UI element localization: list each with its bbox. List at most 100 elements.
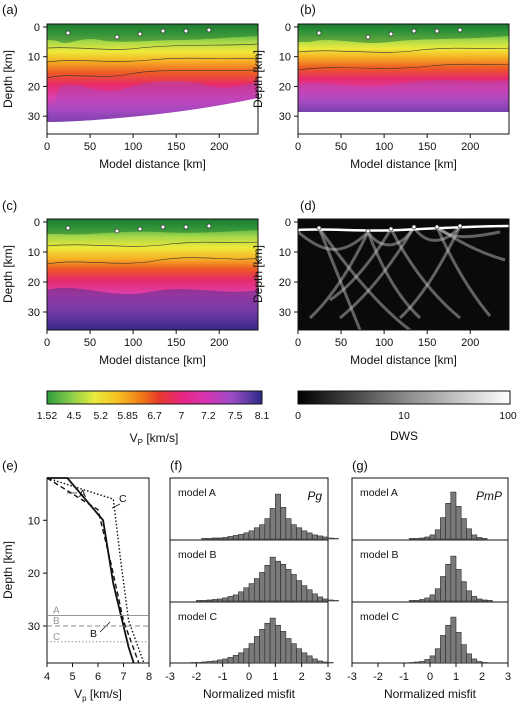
hist-bar-g-0-23: [471, 534, 478, 540]
vp-tick-8: 8.1: [255, 410, 270, 422]
hist-bar-f-1-8: [211, 599, 218, 602]
hist-bar-f-2-21: [280, 631, 287, 664]
frame-c: [46, 218, 259, 331]
hist-bar-f-0-19: [269, 508, 276, 540]
hist-bar-f-0-20: [275, 493, 281, 540]
profile-ylabel: Depth [km]: [1, 541, 15, 599]
phase-label-g: PmP: [476, 489, 502, 503]
ytick-label-a-0: 0: [34, 22, 40, 34]
dws-tick-100: 100: [499, 410, 517, 422]
hist-bar-f-1-26: [306, 589, 313, 602]
hist-bar-f-0-24: [296, 527, 302, 540]
hist-xtick-label-g-2: 2: [479, 671, 485, 683]
xlabel-a: Model distance [km]: [99, 157, 206, 171]
hist-bar-f-1-27: [311, 593, 318, 602]
hist-bar-g-1-17: [440, 576, 446, 602]
hist-bar-f-2-14: [243, 648, 250, 664]
hist-bar-f-1-14: [243, 587, 250, 602]
hist-bar-f-2-26: [306, 655, 313, 664]
xtick-label-d-100: 100: [375, 337, 393, 349]
panel-a: (a): [2, 2, 259, 135]
xtick-label-a-150: 150: [167, 141, 185, 153]
hist-bar-g-0-20: [455, 506, 462, 540]
hist-bar-g-0-17: [440, 517, 446, 540]
hist-bar-g-1-21: [460, 581, 467, 602]
hist-bar-g-2-13: [419, 661, 426, 664]
hist-bar-f-2-27: [311, 658, 318, 664]
ytick-label-b-20: 20: [279, 81, 291, 93]
stations-a: [65, 27, 212, 40]
panel-c: (c): [2, 198, 259, 331]
hist-bar-f-2-18: [264, 622, 271, 664]
hist-bar-g-1-14: [424, 597, 431, 602]
hist-bar-f-0-22: [285, 518, 292, 540]
row-label-f-1: model B: [178, 549, 217, 561]
hist-bar-f-2-10: [222, 658, 229, 664]
hist-bar-f-1-31: [332, 600, 339, 602]
xtick-label-d-150: 150: [418, 337, 436, 349]
hist-bar-g-2-25: [481, 662, 488, 664]
hist-bar-f-1-25: [301, 585, 308, 602]
hist-bar-g-2-20: [455, 632, 462, 664]
hist-bar-g-1-16: [434, 588, 441, 602]
hist-bar-f-1-7: [206, 599, 213, 602]
xtick-label-a-100: 100: [124, 141, 142, 153]
stations-b: [316, 27, 463, 40]
profile-ytick-label-10: 10: [28, 515, 40, 527]
xtick-label-c-200: 200: [210, 337, 228, 349]
hist-bar-f-0-30: [327, 537, 334, 540]
hist-bar-g-1-19: [450, 555, 457, 602]
hist-xtick-label-g--1: -1: [399, 671, 409, 683]
tomogram-a: [46, 24, 259, 122]
xtick-label-b-150: 150: [418, 141, 436, 153]
ytick-label-c-30: 30: [28, 307, 40, 319]
profile-xtick-label-4: 4: [44, 671, 50, 683]
curve-label-B: B: [90, 628, 97, 640]
vp-tick-3: 5.85: [117, 410, 138, 422]
vp-colorbar-scale: [46, 390, 263, 405]
frame-f: [169, 477, 329, 664]
curve-label-A: A: [79, 488, 86, 500]
hist-bar-f-1-9: [217, 598, 223, 602]
panel-label-c: (c): [2, 198, 17, 213]
frame-a: [46, 23, 259, 135]
ylabel-a: Depth [km]: [1, 50, 15, 108]
panel-label-f: (f): [170, 458, 182, 473]
ytick-label-d-10: 10: [279, 247, 291, 259]
vp-colorbar: 1.52 4.5 5.2 5.85 6.7 7 7.2 7.5 8.1 VP [km/s]: [37, 390, 270, 447]
vp-tick-4: 6.7: [147, 410, 162, 422]
hist-xtick-label-f-3: 3: [325, 671, 331, 683]
dws-tick-0: 0: [295, 410, 301, 422]
hist-xtick-label-f--1: -1: [218, 671, 228, 683]
vp-tick-6: 7.2: [201, 410, 216, 422]
hist-bar-f-1-24: [296, 580, 302, 602]
hist-bar-f-1-16: [253, 578, 260, 602]
hist-bar-g-2-15: [429, 655, 436, 664]
hist-bar-g-0-21: [460, 518, 467, 540]
hist-bar-f-0-26: [306, 532, 313, 540]
hist-f: model A model B model C Pg -3 -2 -1 0 1 2 3: [165, 477, 339, 683]
hist-bar-f-0-28: [317, 535, 324, 540]
vp-tick-2: 5.2: [93, 410, 108, 422]
ylabel-d: Depth [km]: [251, 245, 265, 303]
row-label-f-0: model A: [178, 487, 216, 499]
ytick-label-a-10: 10: [28, 52, 40, 64]
hist-bar-g-0-13: [419, 537, 426, 540]
profile-xtick-label-5: 5: [69, 671, 75, 683]
hist-bar-g-0-16: [434, 529, 441, 540]
stations-c: [65, 223, 212, 234]
hist-bar-f-2-11: [227, 657, 234, 664]
hist-bar-f-2-15: [248, 643, 255, 664]
hist-bar-g-0-25: [481, 538, 488, 540]
panel-b: (b): [297, 2, 510, 135]
ytick-label-d-0: 0: [285, 217, 291, 229]
xtick-label-b-200: 200: [461, 141, 479, 153]
hist-bar-f-0-15: [248, 530, 255, 540]
hist-bar-f-1-28: [317, 596, 324, 602]
xtick-label-d-200: 200: [461, 337, 479, 349]
dws-surface: [297, 224, 510, 232]
hist-bar-g-0-18: [445, 502, 452, 540]
hist-bar-f-2-16: [253, 636, 260, 664]
